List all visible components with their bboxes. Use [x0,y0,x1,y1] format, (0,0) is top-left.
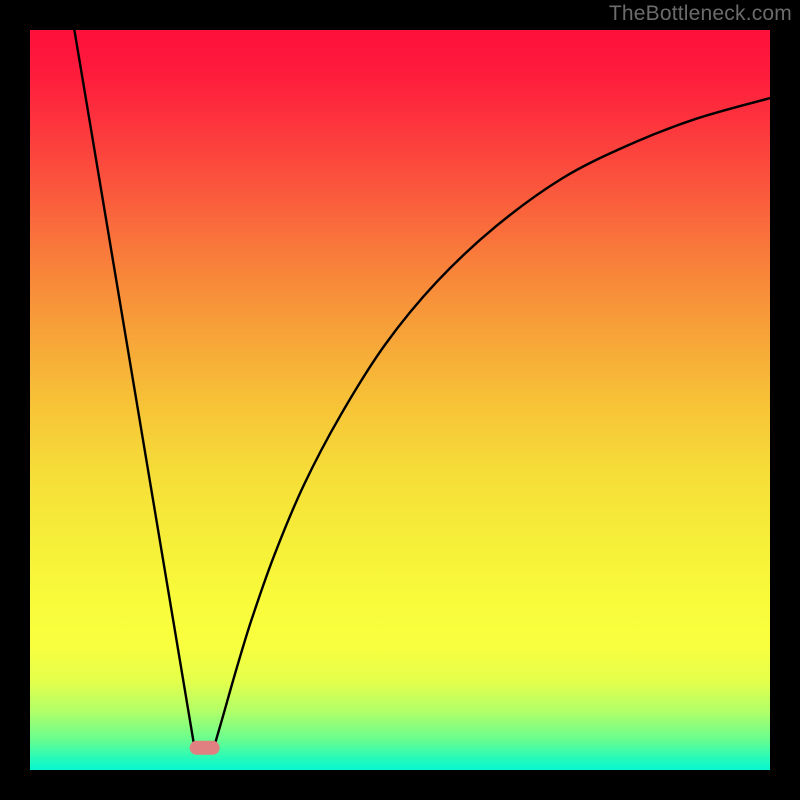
chart-svg [0,0,800,800]
optimal-marker [190,741,220,755]
gradient-background [30,30,770,770]
watermark-text: TheBottleneck.com [609,2,792,26]
bottleneck-chart: TheBottleneck.com [0,0,800,800]
